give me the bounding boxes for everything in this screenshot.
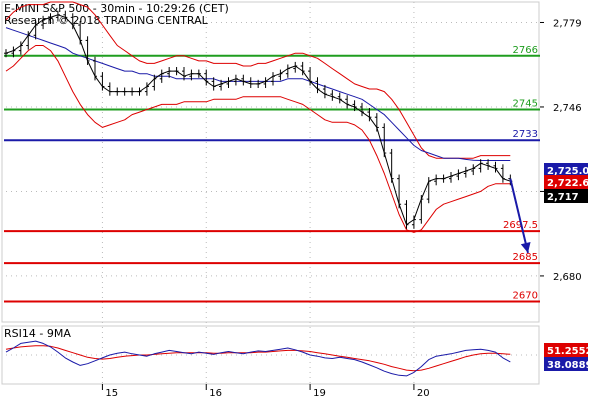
level-label-2733: 2733	[513, 129, 538, 140]
rsi-tag-box-1	[544, 357, 588, 371]
rsi-line	[5, 340, 511, 377]
rsi-tag-label-0: 51.2552	[547, 346, 590, 357]
level-label-2670: 2670	[513, 291, 538, 302]
price-tag-box-2	[544, 189, 588, 203]
x-tick-label: 15	[105, 388, 118, 399]
price-tag-label-1: 2,722.63	[547, 178, 590, 189]
chart-copyright: Research © 2018 TRADING CENTRAL	[4, 14, 209, 27]
projection-arrow-head	[520, 241, 531, 253]
rsi-tag-box-0	[544, 343, 588, 357]
price-tag-box-1	[544, 175, 588, 189]
level-label-2685: 2685	[513, 252, 538, 263]
x-tick-label: 19	[313, 388, 326, 399]
rsi-ma-line	[5, 345, 511, 372]
price-tag-label-0: 2,725.08	[547, 166, 590, 177]
level-label-2766: 2766	[513, 45, 538, 56]
price-tag-label-2: 2,717	[547, 192, 579, 203]
price-tick-label: 2,680	[553, 272, 582, 283]
chart-title: E-MINI S&P 500 - 30min - 10:29:26 (CET)	[4, 2, 229, 15]
price-tag-box-0	[544, 163, 588, 177]
level-label-2745: 2745	[513, 99, 538, 110]
price-tick-label: 2,746	[553, 103, 582, 114]
x-tick-label: 16	[209, 388, 222, 399]
price-tick-label: 2,779	[553, 18, 582, 29]
price-panel-frame	[1, 1, 540, 323]
rsi-panel-frame	[1, 325, 540, 385]
bollinger-lower-line	[5, 45, 511, 233]
price-close-line	[5, 14, 511, 226]
price-tags-layer: 2,725.082,722.63 2,717 51.2552 38.0889	[544, 163, 590, 371]
grid-layer	[6, 2, 540, 384]
rsi-tag-label-1: 38.0889	[547, 360, 590, 371]
projection-arrow-shaft	[509, 178, 529, 254]
price-series-layer	[4, 1, 531, 254]
x-tick-label: 20	[417, 388, 430, 399]
rsi-series-layer	[5, 340, 511, 377]
bollinger-upper-line	[5, 1, 511, 159]
rsi-panel-label: RSI14 - 9MA	[4, 327, 71, 340]
